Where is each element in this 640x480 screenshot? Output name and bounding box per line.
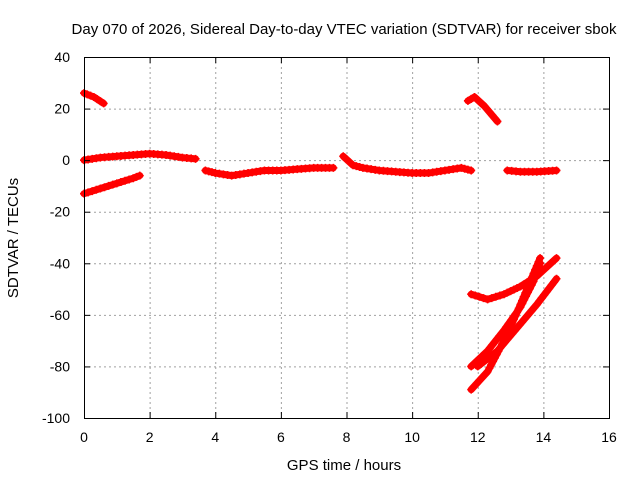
plus-marker (491, 292, 500, 301)
plus-marker (467, 166, 476, 175)
y-tick-label: -60 (50, 307, 70, 323)
y-tick-label: -80 (50, 358, 70, 374)
plus-marker (552, 254, 561, 263)
plus-marker (526, 277, 535, 286)
x-tick-label: 14 (536, 429, 552, 445)
plus-marker (108, 180, 117, 189)
x-tick-label: 2 (146, 429, 154, 445)
plus-marker (534, 257, 543, 266)
y-tick-label: 0 (62, 152, 70, 168)
plus-marker (116, 178, 125, 187)
plus-marker (531, 265, 540, 274)
x-tick-label: 8 (343, 429, 351, 445)
data-series (80, 89, 561, 394)
plus-marker (99, 99, 108, 108)
plus-marker (84, 188, 93, 197)
plus-marker (521, 288, 530, 297)
y-tick-label: -100 (42, 410, 70, 426)
plus-marker (506, 322, 515, 331)
x-tick-label: 0 (80, 429, 88, 445)
plus-marker (509, 315, 518, 324)
x-tick-label: 4 (211, 429, 219, 445)
plus-marker (471, 291, 480, 300)
y-tick-label: -40 (50, 255, 70, 271)
plus-marker (493, 117, 502, 126)
plus-marker (514, 304, 523, 313)
x-tick-label: 12 (470, 429, 486, 445)
data-series-7 (503, 166, 561, 176)
plus-marker (518, 296, 527, 305)
x-tick-label: 10 (404, 429, 420, 445)
y-tick-label: 40 (54, 49, 70, 65)
plus-marker (487, 294, 496, 303)
plus-marker (508, 318, 517, 327)
plus-marker (329, 163, 338, 172)
y-tick-label: -20 (50, 204, 70, 220)
plus-marker (519, 292, 528, 301)
plus-marker (121, 176, 130, 185)
grid-lines (84, 57, 609, 418)
chart-title: Day 070 of 2026, Sidereal Day-to-day VTE… (72, 21, 617, 38)
plus-marker (112, 179, 121, 188)
plus-marker (522, 285, 531, 294)
data-series-3 (80, 149, 200, 165)
plus-marker (516, 300, 525, 309)
data-series-6 (463, 92, 502, 126)
plus-marker (483, 295, 492, 304)
plus-marker (475, 292, 484, 301)
plus-marker (100, 183, 109, 192)
x-tick-label: 16 (601, 429, 617, 445)
data-series-2 (80, 171, 144, 198)
plus-marker (527, 273, 536, 282)
plus-marker (532, 261, 541, 270)
plus-marker (125, 175, 134, 184)
x-tick-label: 6 (277, 429, 285, 445)
plus-marker (92, 185, 101, 194)
plus-marker (495, 291, 504, 300)
plus-marker (96, 184, 105, 193)
plus-marker (513, 308, 522, 317)
data-series-11 (473, 274, 561, 371)
y-axis-label: SDTVAR / TECUs (5, 178, 22, 298)
y-tick-label: 20 (54, 101, 70, 117)
axis-ticks: 0 2 4 6 8 10 12 14 16 -100 -80 -60 -40 -20 0 20 40 (42, 49, 617, 445)
plus-marker (467, 290, 476, 299)
plus-marker (536, 254, 545, 263)
x-axis-label: GPS time / hours (287, 457, 401, 474)
plus-marker (135, 171, 144, 180)
plus-marker (511, 311, 520, 320)
data-series-4 (201, 163, 338, 180)
plus-marker (529, 269, 538, 278)
plus-marker (524, 281, 533, 290)
plus-marker (88, 187, 97, 196)
data-series-5 (339, 152, 476, 178)
plus-marker (479, 294, 488, 303)
plus-marker (552, 274, 561, 283)
plus-marker (191, 154, 200, 163)
plus-marker (552, 166, 561, 175)
plus-marker (104, 181, 113, 190)
